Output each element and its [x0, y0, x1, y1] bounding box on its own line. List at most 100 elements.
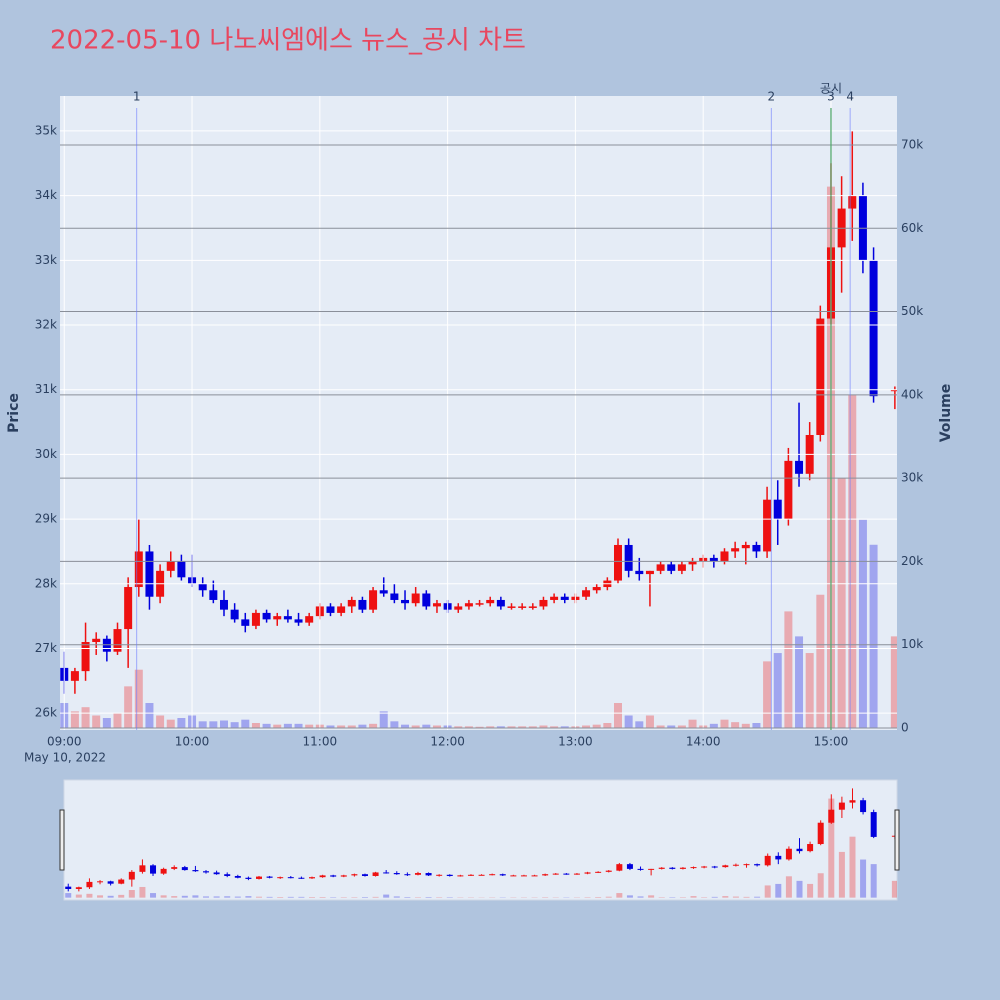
candle-body [688, 561, 697, 565]
volume-bar [550, 726, 559, 729]
volume-bar [518, 726, 527, 729]
slider-candle-body [838, 802, 845, 810]
slider-candle-body [722, 865, 729, 868]
slider-candle-body [701, 866, 708, 868]
slider-volume-bar [849, 836, 856, 898]
volume-bar [262, 723, 271, 729]
slider-volume-bar [732, 896, 739, 898]
slider-candle-body [340, 875, 347, 877]
volume-bar [219, 720, 228, 729]
slider-candle-body [128, 871, 135, 880]
y-tick-label: 34k [35, 188, 57, 202]
y2-tick-label: 50k [901, 304, 923, 318]
volume-bar [528, 726, 537, 729]
volume-bar [401, 724, 410, 729]
slider-volume-bar [711, 896, 718, 898]
x-date-label: May 10, 2022 [24, 751, 106, 765]
candle-body [369, 590, 378, 610]
candle-body [582, 590, 591, 597]
chart-title: 2022-05-10 나노씨엠에스 뉴스_공시 차트 [50, 26, 526, 56]
slider-candle-body [266, 876, 273, 878]
disclosure-label: 공시 [820, 82, 842, 96]
range-slider[interactable] [63, 779, 898, 901]
slider-volume-bar [298, 896, 305, 898]
y2-tick-label: 0 [901, 721, 909, 735]
slider-volume-bar [203, 896, 210, 898]
candle-body [305, 616, 314, 623]
slider-handle[interactable] [59, 809, 65, 871]
slider-candle-body [118, 879, 125, 884]
slider-volume-bar [224, 896, 231, 898]
volume-bar [134, 669, 143, 729]
volume-bar [645, 715, 654, 729]
plot-area [60, 96, 897, 730]
slider-volume-bar [383, 894, 390, 898]
slider-candle-body [287, 877, 294, 879]
slider-candle-body [520, 875, 527, 877]
slider-candle-body [732, 864, 739, 866]
slider-volume-bar [234, 896, 241, 898]
volume-bar [763, 661, 772, 729]
slider-volume-bar [404, 897, 411, 898]
slider-volume-bar [616, 893, 623, 898]
candle-body [70, 671, 79, 681]
slider-handle[interactable] [894, 809, 900, 871]
volume-bar [326, 725, 335, 729]
volume-bar [539, 725, 548, 729]
slider-candle-body [860, 800, 867, 813]
slider-candle-body [499, 874, 506, 876]
volume-bar [411, 725, 420, 729]
y-tick-label: 26k [35, 706, 57, 720]
slider-volume-bar [287, 896, 294, 898]
x-tick-label: 10:00 [175, 735, 210, 749]
candle-body [741, 544, 750, 549]
slider-candle-body [245, 877, 252, 879]
slider-candle-body [510, 875, 517, 877]
slider-candle-body [234, 875, 241, 878]
y2-tick-label: 10k [901, 637, 923, 651]
slider-volume-bar [171, 896, 178, 898]
slider-volume-bar [425, 897, 432, 898]
slider-candle-body [404, 874, 411, 876]
volume-bar [145, 703, 154, 729]
volume-bar [422, 724, 431, 729]
candle-body [890, 389, 897, 392]
volume-bar [102, 718, 111, 729]
x-tick-label: 12:00 [430, 735, 465, 749]
slider-candle-body [552, 873, 559, 875]
slider-volume-bar [192, 895, 199, 898]
candle-body [411, 593, 420, 604]
candle-body [92, 638, 101, 643]
slider-volume-bar [785, 876, 792, 898]
candle-body [390, 593, 399, 600]
candle-body [283, 616, 292, 620]
candle-body [326, 606, 335, 613]
slider-candle-body [224, 874, 231, 876]
slider-candle-body [160, 868, 167, 874]
slider-candle-body [764, 855, 771, 866]
candle-body [592, 587, 601, 591]
slider-candle-body [139, 865, 146, 872]
slider-volume-bar [213, 896, 220, 898]
candle-body [379, 590, 388, 594]
volume-bar [507, 726, 516, 729]
slider-volume-bar [870, 864, 877, 898]
slider-candle-body [690, 867, 697, 869]
candle-body [784, 460, 793, 520]
candle-body [81, 642, 90, 672]
y2-tick-label: 20k [901, 554, 923, 568]
candle-body [454, 606, 463, 610]
volume-bar [795, 636, 804, 729]
volume-bar [432, 725, 441, 729]
y2-axis-title: Volume [938, 384, 954, 443]
candle-body [507, 606, 516, 608]
y-tick-label: 29k [35, 512, 57, 526]
slider-volume-bar [150, 893, 157, 898]
slider-candle-body [192, 870, 199, 872]
slider-volume-bar [828, 798, 835, 898]
y2-tick-label: 70k [901, 137, 923, 151]
candle-body [262, 612, 271, 620]
slider-candle-body [796, 848, 803, 852]
y2-tick-label: 40k [901, 387, 923, 401]
